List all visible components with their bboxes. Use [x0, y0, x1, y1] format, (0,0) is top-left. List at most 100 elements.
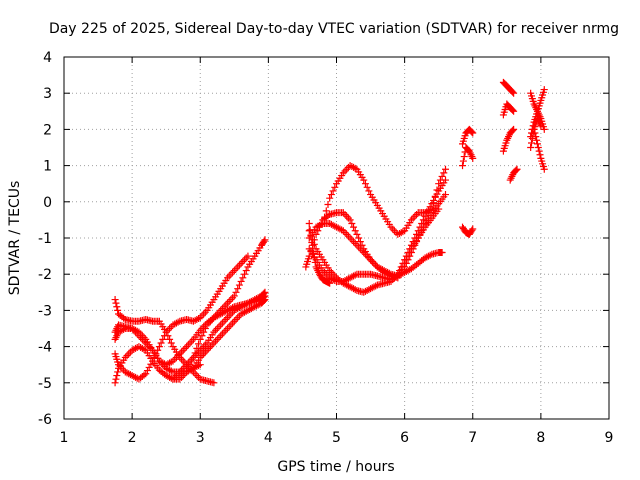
data-point [409, 238, 417, 246]
data-point [468, 128, 476, 136]
data-point [416, 223, 424, 231]
data-point [459, 162, 467, 170]
data-point [201, 321, 209, 329]
data-point [260, 289, 268, 297]
data-point [327, 191, 335, 199]
data-point [191, 370, 199, 378]
data-point [370, 259, 378, 267]
data-point [111, 296, 119, 304]
data-point [350, 238, 358, 246]
data-point [174, 318, 182, 326]
data-point [394, 270, 402, 278]
data-point [178, 373, 186, 381]
data-point [346, 216, 354, 224]
data-point [140, 334, 148, 342]
data-point [232, 265, 240, 273]
data-point [205, 344, 213, 352]
data-point [438, 172, 446, 180]
data-point [419, 216, 427, 224]
data-point [363, 183, 371, 191]
data-point [353, 241, 361, 249]
data-point [241, 256, 249, 264]
x-tick-label: 6 [400, 430, 409, 446]
data-point [312, 230, 320, 238]
data-point [509, 126, 517, 134]
data-point [244, 252, 252, 260]
data-point [193, 372, 201, 380]
data-point [311, 258, 319, 266]
y-tick-label: 4 [43, 50, 52, 66]
data-point [229, 268, 237, 276]
data-point [188, 337, 196, 345]
data-point [397, 263, 405, 271]
data-point [331, 183, 339, 191]
data-point [222, 326, 230, 334]
x-tick-label: 4 [264, 430, 273, 446]
data-point [176, 368, 184, 376]
data-point [327, 268, 335, 276]
data-point [201, 308, 209, 316]
data-point [120, 325, 128, 333]
data-point [225, 272, 233, 280]
data-point [143, 367, 151, 375]
data-point [306, 226, 314, 234]
data-point [159, 359, 167, 367]
data-point [305, 220, 313, 228]
data-point [198, 344, 206, 352]
y-tick-label: 1 [43, 159, 52, 175]
data-point [227, 296, 235, 304]
data-point [200, 310, 208, 318]
y-tick-label: -3 [38, 303, 52, 319]
data-point [178, 355, 186, 363]
data-point [225, 297, 233, 305]
data-point [181, 363, 189, 371]
y-tick-label: -5 [38, 376, 52, 392]
data-point [239, 274, 247, 282]
x-tick-label: 5 [332, 430, 341, 446]
data-point [167, 374, 175, 382]
y-axis-label: SDTVAR / TECUs [7, 181, 23, 296]
data-point [166, 366, 174, 374]
data-point [436, 176, 444, 184]
data-point [123, 352, 131, 360]
data-point [213, 335, 221, 343]
data-point [261, 288, 269, 296]
data-point [212, 337, 220, 345]
data-point [237, 277, 245, 285]
data-point [442, 165, 449, 173]
data-point [184, 359, 192, 367]
grid-lines [64, 57, 609, 419]
data-point [179, 372, 187, 380]
data-point [468, 226, 476, 234]
data-point [535, 147, 543, 155]
data-point [160, 332, 168, 340]
data-point [186, 357, 194, 365]
data-point [527, 144, 535, 151]
data-point [217, 332, 225, 340]
data-point [344, 232, 352, 240]
data-point [200, 350, 208, 358]
data-point [322, 207, 330, 215]
data-point [406, 245, 414, 253]
data-point [188, 355, 196, 363]
x-tick-label: 2 [128, 430, 137, 446]
data-point [315, 221, 323, 229]
data-point [195, 348, 203, 356]
data-point [176, 350, 184, 358]
data-point [183, 343, 191, 351]
data-point [227, 270, 235, 278]
data-point [512, 166, 520, 174]
y-tick-label: 3 [43, 86, 52, 102]
data-point [224, 314, 231, 322]
data-point [351, 227, 359, 235]
x-tick-label: 8 [536, 430, 545, 446]
data-point [528, 139, 536, 147]
x-tick-label: 3 [196, 430, 205, 446]
data-point [510, 125, 518, 133]
data-point [348, 236, 356, 244]
data-point [350, 163, 358, 171]
data-point [140, 371, 148, 379]
data-point [360, 248, 368, 256]
data-point [413, 230, 421, 238]
